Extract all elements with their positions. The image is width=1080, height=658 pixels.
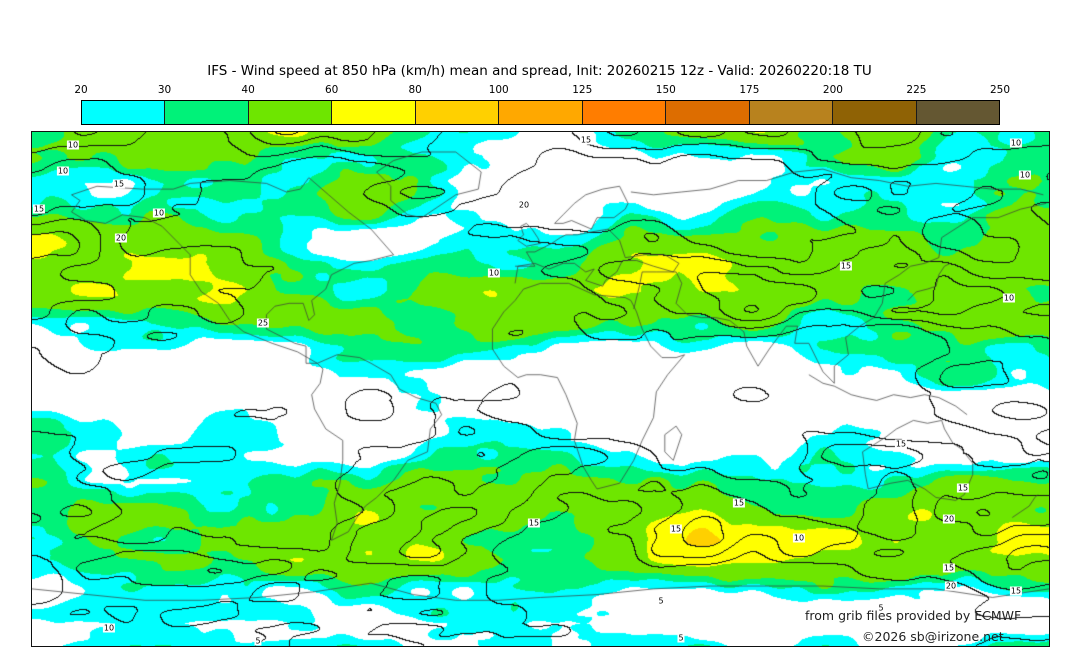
colorbar-tick-label: 250 xyxy=(989,84,1011,96)
colorbar-segment-30-40 xyxy=(164,101,248,124)
attribution-copyright-text: ©2026 sb@irizone.net xyxy=(862,629,1004,644)
colorbar-segment-20-30 xyxy=(82,101,165,124)
colorbar-tick-row: 20 30 40 60 80 100 125 150 175 200 225 250 xyxy=(74,84,1010,98)
attribution-source-text: from grib files provided by ECMWF xyxy=(805,608,1022,623)
colorbar-segment-100-125 xyxy=(498,101,582,124)
colorbar-tick-label: 20 xyxy=(74,84,88,96)
colorbar-tick-label: 40 xyxy=(241,84,255,96)
colorbar-tick-label: 175 xyxy=(739,84,760,96)
colorbar-tick-label: 100 xyxy=(488,84,509,96)
colorbar-segment-80-100 xyxy=(414,101,499,124)
colorbar-tick-label: 150 xyxy=(655,84,676,96)
colorbar-legend: 20 30 40 60 80 100 125 150 175 200 225 250 xyxy=(74,84,1010,126)
colorbar-segment-225-250 xyxy=(915,101,999,124)
colorbar-segment-40-60 xyxy=(247,101,332,124)
colorbar-tick-label: 30 xyxy=(157,84,172,96)
chart-title: IFS - Wind speed at 850 hPa (km/h) mean … xyxy=(207,63,872,79)
colorbar-tick-label: 225 xyxy=(906,84,927,96)
colorbar-segment-175-200 xyxy=(748,101,833,124)
colorbar-segment-200-225 xyxy=(832,101,916,124)
colorbar-segment-150-175 xyxy=(665,101,749,124)
colorbar-tick-label: 200 xyxy=(822,84,843,96)
colorbar-tick-label: 125 xyxy=(572,84,593,96)
colorbar-bar xyxy=(81,100,1000,125)
colorbar-segment-125-150 xyxy=(581,101,666,124)
map-area: 10 10 15 15 10 20 25 15 20 10 15 10 10 10 15 15 15 15 10 15… xyxy=(31,131,1050,647)
wind-speed-map-canvas xyxy=(31,131,1050,647)
colorbar-segment-60-80 xyxy=(331,101,415,124)
colorbar-tick-label: 60 xyxy=(324,84,339,96)
colorbar-tick-label: 80 xyxy=(408,84,422,96)
